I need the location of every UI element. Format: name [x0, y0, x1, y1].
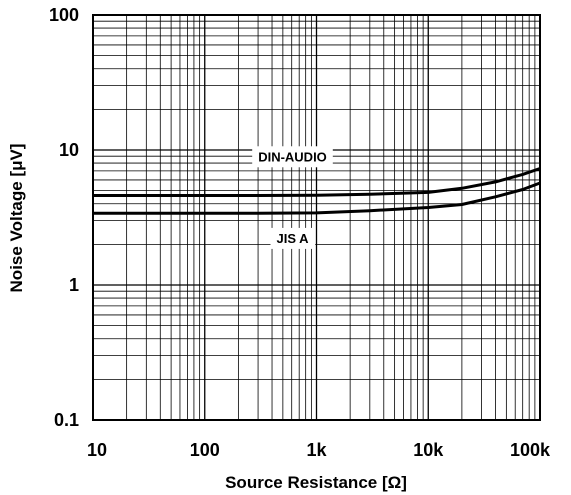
x-tick-label: 100 [190, 440, 220, 460]
series-label-background [270, 227, 316, 249]
series-line-jis-a [93, 181, 541, 215]
series-layer: DIN-AUDIO JIS A [93, 146, 541, 249]
minor-gridlines [93, 15, 540, 420]
series-line-din-audio [93, 167, 541, 197]
x-tick-label: 100k [510, 440, 551, 460]
y-tick-label: 1 [69, 275, 79, 295]
x-tick-label: 10 [87, 440, 107, 460]
x-tick-label: 10k [413, 440, 444, 460]
x-tick-labels: 10 100 1k 10k 100k [87, 440, 551, 460]
y-tick-label: 100 [49, 5, 79, 25]
y-tick-label: 10 [59, 140, 79, 160]
x-tick-label: 1k [306, 440, 327, 460]
x-axis-title: Source Resistance [Ω] [225, 473, 407, 492]
y-axis-title: Noise Voltage [μV] [7, 144, 26, 293]
plot-frame [92, 14, 541, 421]
y-tick-label: 0.1 [54, 410, 79, 430]
series-label-jis-a: JIS A [276, 231, 309, 246]
series-label-background [252, 146, 333, 168]
y-tick-labels: 0.1 1 10 100 [49, 5, 79, 430]
series-label-din-audio: DIN-AUDIO [258, 149, 327, 164]
